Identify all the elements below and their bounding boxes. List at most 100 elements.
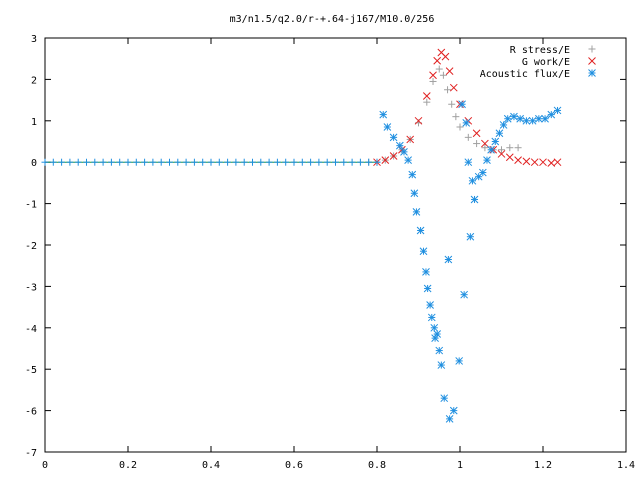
y-tick-label: -4 <box>25 324 37 335</box>
series-3-point <box>74 158 82 166</box>
series-1-point <box>445 67 454 75</box>
series-2-point <box>440 394 449 403</box>
series-3-point <box>190 158 198 166</box>
series-0-point <box>423 98 431 106</box>
legend-marker <box>588 57 596 65</box>
series-2-point <box>404 156 412 164</box>
series-2-point <box>410 189 419 198</box>
series-3-point <box>224 158 232 166</box>
series-1-point <box>441 52 450 61</box>
series-0-point <box>429 77 437 85</box>
series-2-point <box>433 330 442 338</box>
series-3-point <box>157 158 165 166</box>
chart-title: m3/n1.5/q2.0/r-+.64-j167/M10.0/256 <box>230 14 435 25</box>
y-tick-label: -3 <box>25 282 37 293</box>
series-0-point <box>448 100 456 108</box>
series-0-point <box>464 133 472 141</box>
series-1-point <box>389 152 398 160</box>
series-1-point <box>514 156 522 164</box>
series-3-point <box>240 158 248 166</box>
series-1-point <box>553 158 562 167</box>
series-3-point <box>257 158 265 166</box>
series-1-point <box>481 139 489 148</box>
series-3-point <box>282 158 290 166</box>
y-tick-label: -6 <box>25 407 37 418</box>
series-3-point <box>298 158 306 166</box>
series-2-point <box>400 147 408 156</box>
series-2-point <box>423 284 432 293</box>
series-2-point <box>379 110 388 119</box>
series-0-point <box>456 123 464 131</box>
x-tick-label: 0.6 <box>285 460 303 471</box>
series-2-point <box>435 346 444 355</box>
series-1-point <box>429 71 437 80</box>
series-2-point <box>503 114 512 123</box>
series-0-point <box>481 144 489 152</box>
data-marks <box>41 48 562 423</box>
series-2-point <box>437 361 446 369</box>
series-3-point <box>99 158 107 166</box>
series-1-point <box>522 157 531 166</box>
series-2-point <box>547 110 556 119</box>
series-2-point <box>522 116 531 125</box>
series-2-point <box>395 141 404 150</box>
y-tick-label: -1 <box>25 200 37 211</box>
series-2-point <box>478 168 487 177</box>
series-0-point <box>444 86 452 94</box>
series-1-point <box>472 129 481 138</box>
series-3 <box>41 158 381 166</box>
series-1-point <box>381 156 390 164</box>
series-3-point <box>174 158 182 166</box>
series-0-point <box>506 144 514 152</box>
series-2-point <box>422 268 430 276</box>
series-2-point <box>383 123 392 131</box>
series-3-point <box>132 158 140 166</box>
series-2-point <box>458 100 466 109</box>
series-3-point <box>315 158 323 166</box>
series-3-point <box>66 158 74 166</box>
plot-frame <box>44 37 627 453</box>
series-3-point <box>199 158 207 166</box>
x-tick-label: 1.2 <box>534 460 552 471</box>
series-2-point <box>541 114 549 123</box>
series-3-point <box>232 158 240 166</box>
series-2-point <box>455 357 464 365</box>
series-2-point <box>389 133 398 142</box>
legend-label: Acoustic flux/E <box>480 69 570 80</box>
series-1-point <box>539 158 547 167</box>
x-tick-label: 0.8 <box>368 460 386 471</box>
series-2-point <box>412 208 421 216</box>
series-3-point <box>182 158 190 166</box>
series-1-point <box>530 158 539 167</box>
series-2-point <box>516 114 525 123</box>
series-2-point <box>487 145 495 154</box>
series-3-point <box>166 158 173 166</box>
x-tick-label: 1 <box>457 460 463 471</box>
series-3-point <box>340 158 348 166</box>
series-3-point <box>91 158 99 166</box>
series-2-point <box>426 301 434 309</box>
series-2-point <box>460 290 469 299</box>
series-2-point <box>534 114 543 123</box>
series-1-point <box>406 135 415 144</box>
y-tick-label: 2 <box>31 75 37 86</box>
series-2-point <box>445 415 454 423</box>
legend-label: R stress/E <box>510 45 570 56</box>
series-2-point <box>449 406 458 415</box>
series-2-point <box>483 156 491 164</box>
series-3-point <box>373 158 381 166</box>
series-2-point <box>553 106 562 115</box>
x-tick-label: 1.4 <box>617 460 635 471</box>
series-0-point <box>452 113 460 121</box>
series-2-point <box>466 232 475 241</box>
series-3-point <box>58 158 66 166</box>
series-1-point <box>547 159 556 167</box>
series-1-point <box>422 92 431 100</box>
series-1-point <box>433 56 442 65</box>
series-3-point <box>290 158 298 166</box>
series-2-point <box>491 137 500 146</box>
series-2-point <box>468 176 477 185</box>
x-tick-label: 0.4 <box>202 460 220 471</box>
